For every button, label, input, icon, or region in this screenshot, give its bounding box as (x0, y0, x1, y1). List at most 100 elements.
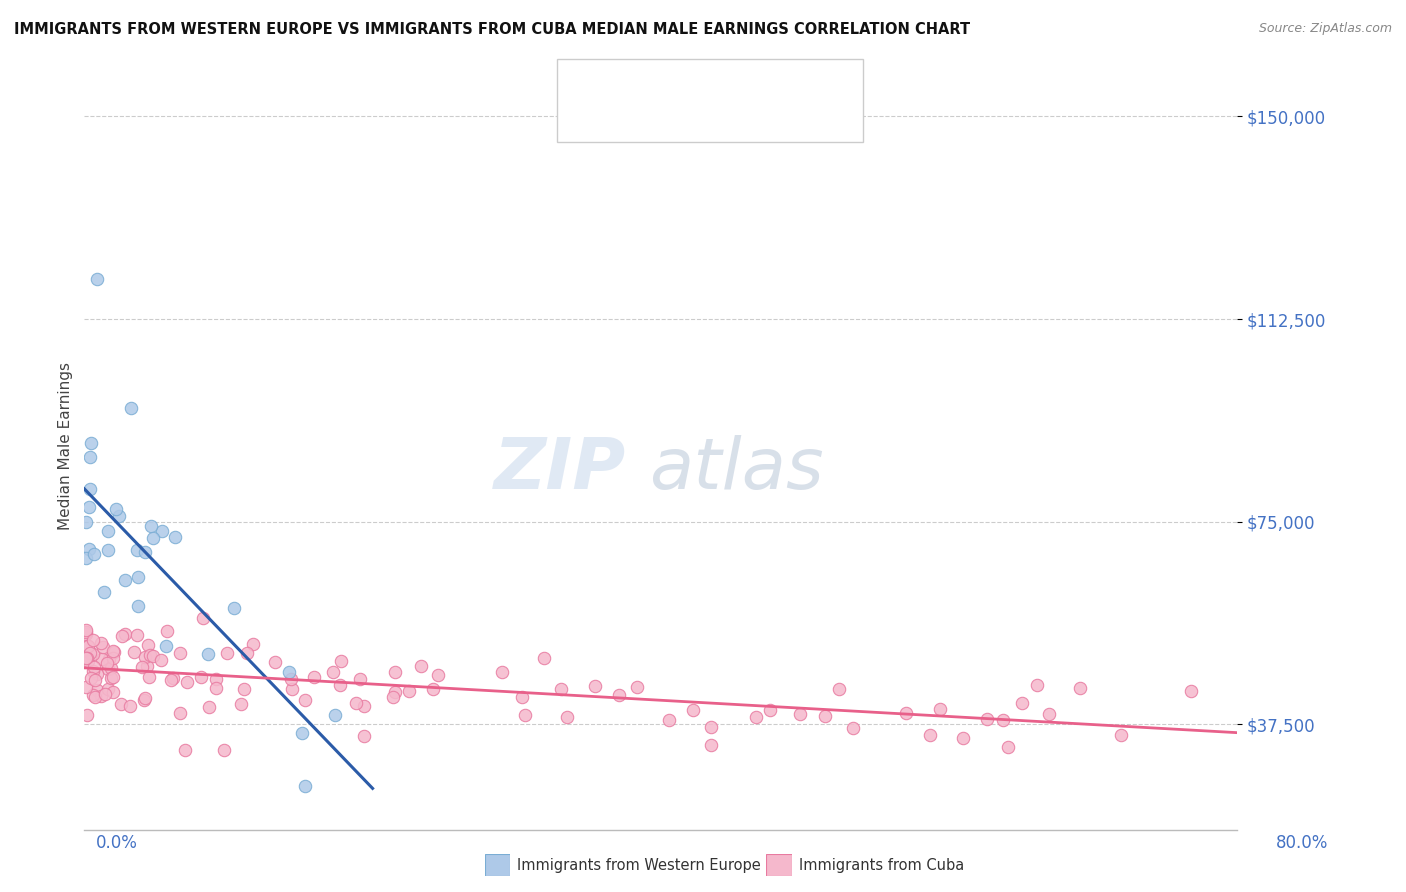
Point (382, 690, 405, 704)
Point (197, 648, 219, 662)
Point (174, 743, 197, 757)
Point (626, 680, 648, 694)
Point (97, 652, 120, 666)
Point (93, 585, 115, 599)
Point (77, 541, 100, 556)
Point (114, 574, 136, 588)
Point (1180, 684, 1202, 698)
Point (75, 627, 97, 641)
Point (550, 681, 572, 696)
Text: atlas: atlas (650, 434, 824, 503)
Point (165, 530, 187, 544)
Point (224, 601, 246, 615)
Point (281, 682, 304, 697)
Text: N =: N = (710, 109, 744, 123)
Point (139, 519, 162, 533)
Point (101, 685, 124, 699)
Point (138, 670, 160, 684)
Point (100, 661, 122, 675)
Point (120, 401, 142, 416)
Point (122, 645, 145, 659)
FancyBboxPatch shape (574, 104, 602, 129)
Point (344, 696, 367, 710)
Point (86, 683, 108, 698)
Point (97, 682, 120, 697)
Point (139, 648, 162, 662)
Point (841, 722, 863, 736)
Point (79, 436, 101, 450)
Point (75, 680, 97, 694)
Point (93, 640, 115, 654)
Point (789, 707, 811, 722)
Point (103, 644, 125, 658)
Text: -0.519: -0.519 (640, 76, 689, 90)
Point (100, 671, 122, 685)
Point (159, 673, 181, 687)
Point (607, 688, 630, 702)
Point (132, 692, 155, 706)
Point (658, 713, 681, 727)
Point (197, 699, 219, 714)
Point (142, 531, 165, 545)
Point (125, 542, 148, 557)
Point (229, 697, 252, 711)
Point (169, 706, 191, 720)
Point (76, 651, 98, 665)
Point (76, 708, 98, 723)
Text: 31: 31 (741, 76, 761, 90)
Point (894, 706, 917, 721)
Point (82, 633, 104, 648)
Point (828, 681, 851, 696)
Point (204, 681, 226, 696)
Point (107, 509, 129, 524)
Point (384, 684, 406, 698)
Point (411, 658, 433, 673)
Point (176, 674, 198, 689)
Point (190, 670, 212, 684)
Point (744, 710, 766, 724)
Point (169, 646, 191, 660)
Point (97, 662, 120, 676)
Point (82, 689, 104, 703)
Point (156, 624, 179, 639)
Point (152, 524, 174, 538)
Point (329, 678, 352, 692)
Point (349, 672, 371, 686)
Point (127, 599, 149, 614)
Point (952, 731, 974, 745)
Point (1069, 681, 1091, 695)
Point (191, 611, 214, 625)
Point (263, 655, 285, 669)
Point (997, 739, 1019, 754)
Text: 122: 122 (741, 109, 770, 123)
Text: ZIP: ZIP (494, 434, 626, 503)
Point (215, 646, 238, 660)
Text: Immigrants from Cuba: Immigrants from Cuba (799, 858, 965, 872)
Point (79, 450, 101, 465)
Point (82, 647, 104, 661)
Point (212, 742, 235, 756)
Point (118, 699, 141, 714)
Point (97, 524, 120, 538)
Point (114, 627, 136, 641)
Point (131, 659, 153, 673)
Point (77, 500, 100, 515)
Text: R =: R = (609, 109, 643, 123)
Text: IMMIGRANTS FROM WESTERN EUROPE VS IMMIGRANTS FROM CUBA MEDIAN MALE EARNINGS CORR: IMMIGRANTS FROM WESTERN EUROPE VS IMMIGR… (14, 22, 970, 37)
Point (86, 667, 108, 681)
Point (235, 646, 257, 660)
Point (75, 624, 97, 638)
Point (136, 638, 159, 652)
Point (75, 624, 97, 639)
Point (555, 710, 578, 724)
Point (90, 636, 112, 650)
Point (204, 673, 226, 687)
Text: R =: R = (609, 76, 643, 90)
Point (90, 689, 112, 703)
Point (94, 687, 117, 701)
Point (353, 729, 375, 743)
Point (583, 679, 606, 693)
Point (84, 690, 107, 704)
Point (398, 683, 420, 698)
Point (86, 271, 108, 285)
